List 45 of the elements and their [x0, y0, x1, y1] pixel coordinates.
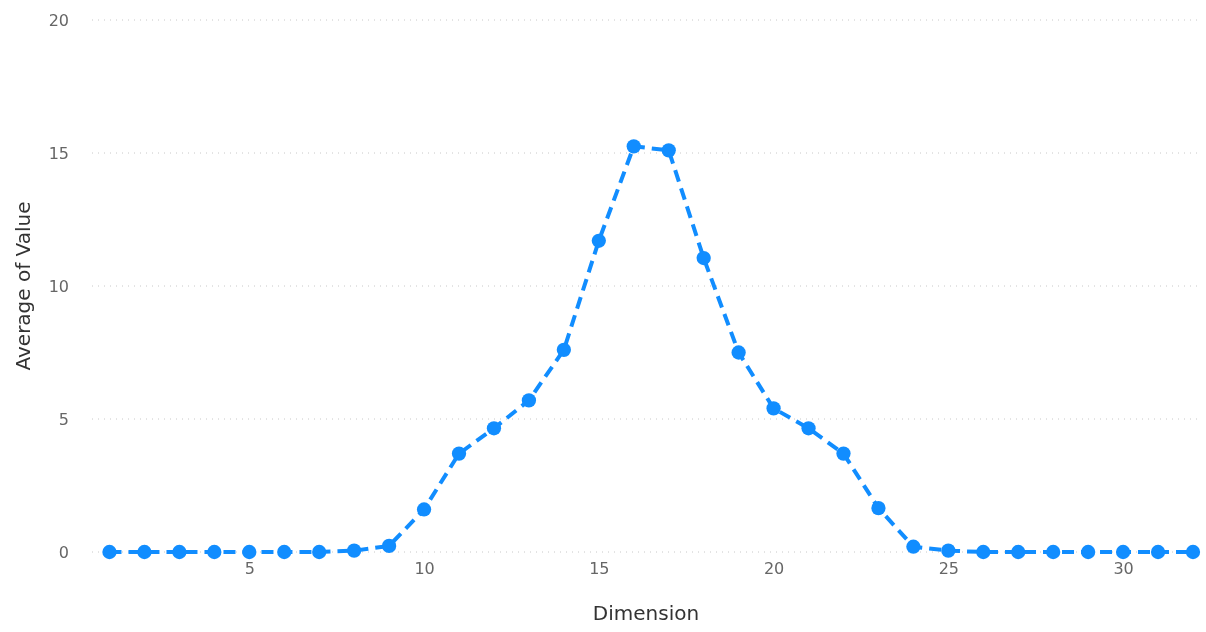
- point: [661, 143, 676, 158]
- point: [137, 544, 152, 560]
- y-tick-label: 5: [58, 409, 69, 429]
- point: [451, 446, 467, 461]
- point: [976, 544, 991, 560]
- point: [556, 342, 571, 357]
- point: [347, 543, 362, 558]
- x-tick-label: 20: [763, 559, 785, 579]
- point: [277, 544, 292, 560]
- point: [1011, 544, 1026, 560]
- x-tick-label: 25: [938, 559, 960, 579]
- y-tick-label: 10: [48, 276, 69, 296]
- point: [906, 539, 921, 554]
- point: [381, 538, 397, 553]
- point: [871, 500, 886, 516]
- point: [207, 544, 222, 560]
- point: [1115, 544, 1131, 560]
- point: [521, 393, 537, 408]
- point: [941, 543, 956, 558]
- y-tick-label: 15: [48, 143, 69, 163]
- x-tick-label: 5: [244, 559, 255, 579]
- y-tick-label: 0: [58, 542, 69, 562]
- point: [102, 544, 117, 560]
- point: [1046, 544, 1061, 560]
- point: [1081, 544, 1096, 560]
- point: [766, 401, 781, 416]
- x-tick-label: 30: [1113, 559, 1134, 579]
- y-axis-title: Average of Value: [11, 201, 35, 371]
- point: [416, 502, 432, 517]
- point: [1150, 544, 1166, 560]
- point: [1185, 544, 1201, 560]
- point: [312, 544, 327, 560]
- point: [172, 544, 187, 560]
- point: [242, 544, 257, 560]
- point: [591, 233, 606, 248]
- point: [836, 446, 851, 461]
- point: [486, 421, 502, 436]
- point: [801, 421, 816, 436]
- x-tick-label: 10: [414, 559, 435, 579]
- point: [731, 345, 746, 360]
- y-tick-label: 20: [48, 10, 69, 30]
- x-tick-label: 15: [589, 559, 610, 579]
- point: [696, 250, 711, 266]
- point: [626, 139, 641, 154]
- x-axis-title: Dimension: [592, 601, 700, 625]
